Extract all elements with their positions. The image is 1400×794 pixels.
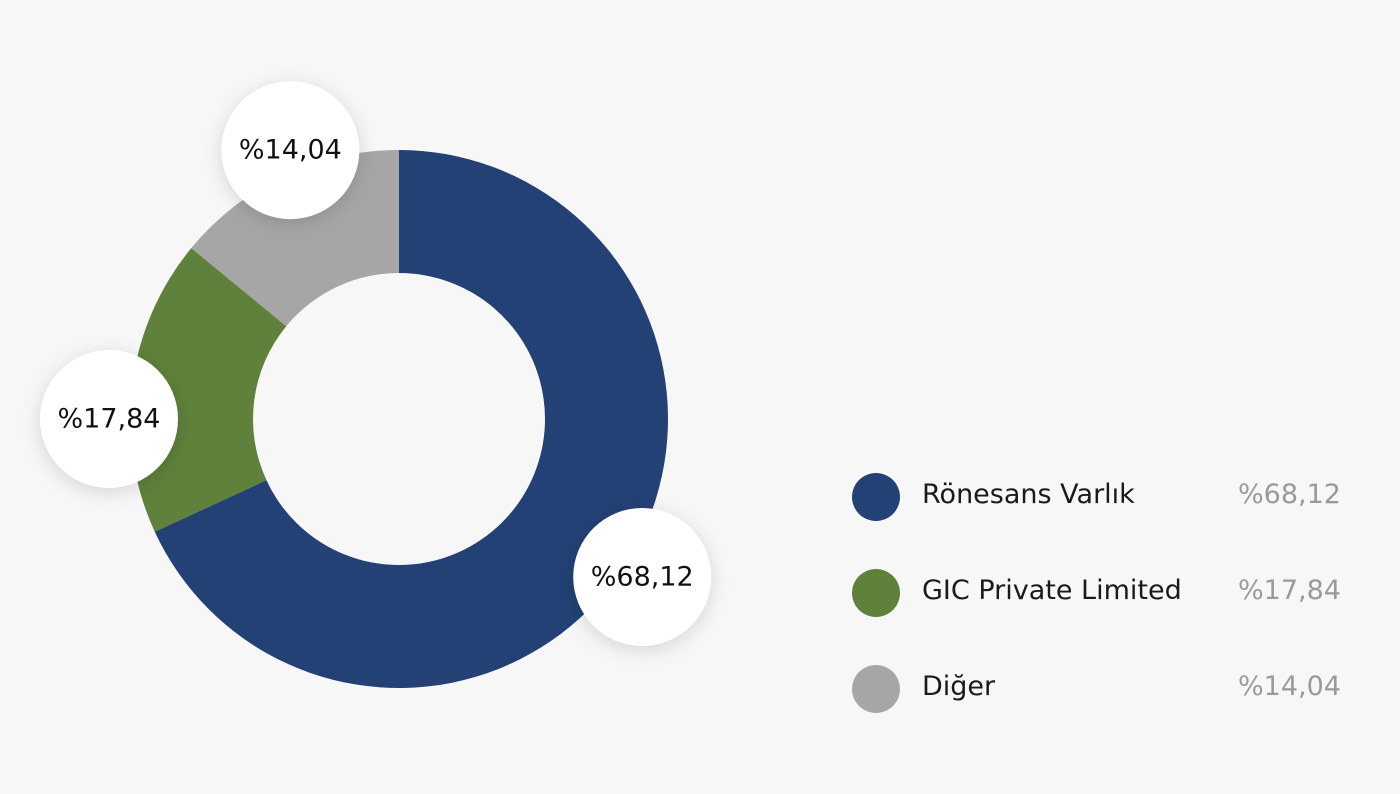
legend-item-gic-private-limited: GIC Private Limited %17,84 xyxy=(852,567,1352,663)
value-bubble-gic-private-limited: %17,84 xyxy=(40,350,178,488)
value-bubble-label: %14,04 xyxy=(239,135,342,166)
legend: Rönesans Varlık %68,12 GIC Private Limit… xyxy=(852,471,1352,759)
legend-value-gic-private-limited: %17,84 xyxy=(1238,575,1341,606)
donut-slice-ronesans-varlik xyxy=(154,150,668,688)
donut-slice-diger xyxy=(191,150,399,327)
legend-value-diger: %14,04 xyxy=(1238,671,1341,702)
value-bubble-diger: %14,04 xyxy=(221,81,360,220)
legend-item-ronesans-varlik: Rönesans Varlık %68,12 xyxy=(852,471,1352,567)
value-bubble-label: %68,12 xyxy=(591,561,694,592)
value-bubble-label: %17,84 xyxy=(58,404,161,435)
donut-chart: %68,12 %17,84 %14,04 xyxy=(40,81,712,688)
donut-slices xyxy=(129,150,668,688)
legend-label-ronesans-varlik: Rönesans Varlık xyxy=(922,479,1135,510)
legend-label-diger: Diğer xyxy=(922,671,996,702)
legend-swatch-diger xyxy=(852,665,900,713)
value-bubbles: %68,12 %17,84 %14,04 xyxy=(40,81,712,646)
value-bubble-ronesans-varlik: %68,12 xyxy=(573,507,712,646)
value-bubble-circle xyxy=(573,507,712,646)
legend-label-gic-private-limited: GIC Private Limited xyxy=(922,575,1182,606)
legend-value-ronesans-varlik: %68,12 xyxy=(1238,479,1341,510)
legend-swatch-gic-private-limited xyxy=(852,569,900,617)
value-bubble-circle xyxy=(221,81,360,220)
value-bubble-circle xyxy=(40,350,178,488)
legend-swatch-ronesans-varlik xyxy=(852,473,900,521)
donut-slice-gic-private-limited xyxy=(129,248,287,532)
legend-item-diger: Diğer %14,04 xyxy=(852,663,1352,759)
